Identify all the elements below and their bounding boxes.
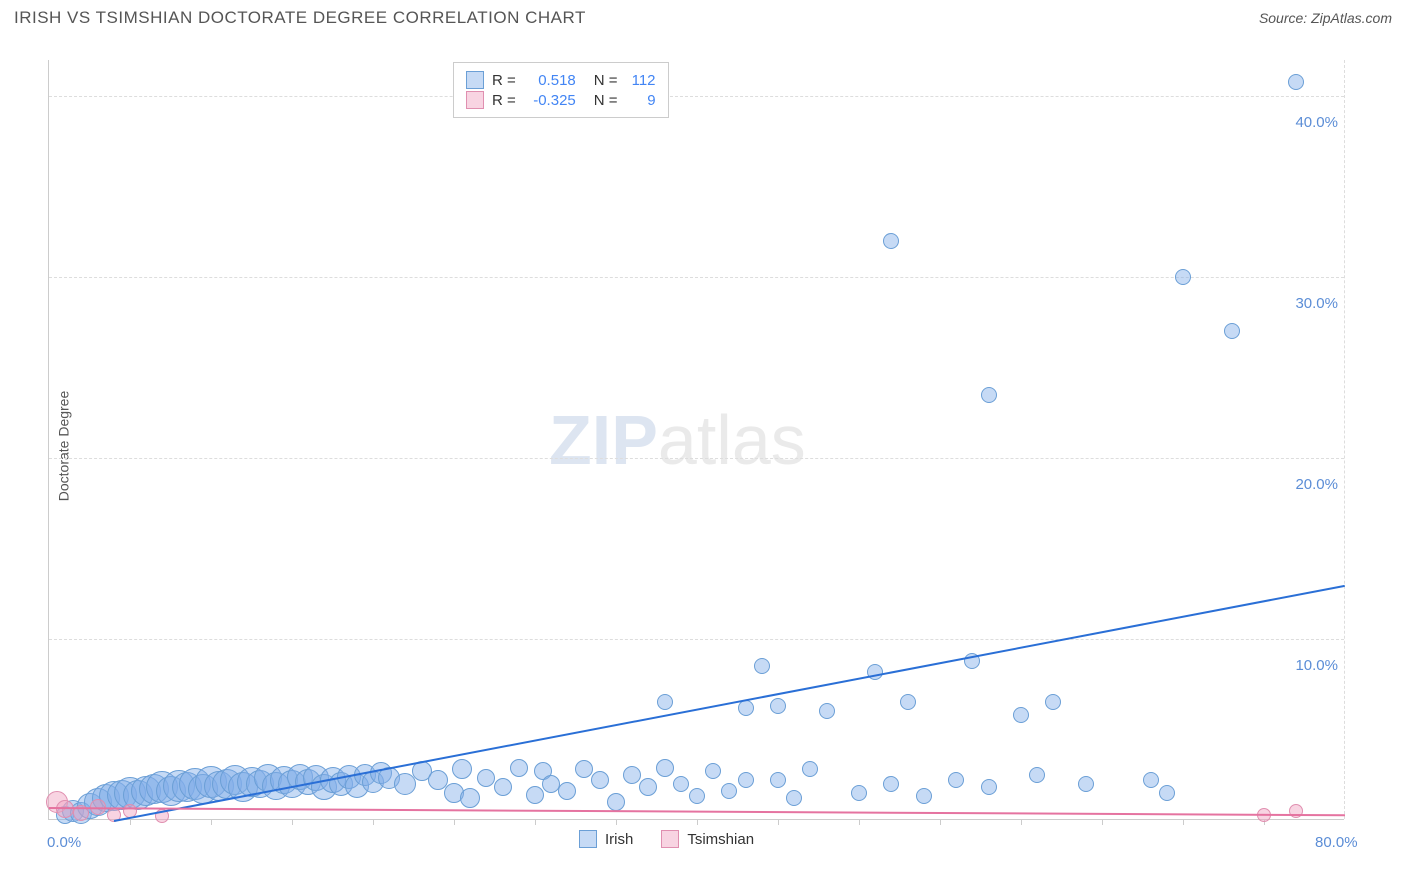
data-point — [575, 760, 593, 778]
data-point — [1045, 694, 1061, 710]
y-tick-label: 30.0% — [1295, 295, 1338, 312]
legend-n-label: N = — [594, 72, 618, 89]
data-point — [851, 785, 867, 801]
data-point — [770, 772, 786, 788]
data-point — [1288, 74, 1304, 90]
data-point — [1175, 269, 1191, 285]
data-point — [883, 233, 899, 249]
data-point — [526, 786, 544, 804]
x-tick-mark — [454, 819, 455, 825]
data-point — [705, 763, 721, 779]
y-tick-label: 20.0% — [1295, 476, 1338, 493]
data-point — [656, 759, 674, 777]
x-tick-mark — [616, 819, 617, 825]
data-point — [1159, 785, 1175, 801]
legend-swatch — [579, 830, 597, 848]
legend-n-label: N = — [594, 92, 618, 109]
legend-swatch — [466, 91, 484, 109]
data-point — [1224, 323, 1240, 339]
data-point — [916, 788, 932, 804]
legend-r-label: R = — [492, 92, 516, 109]
data-point — [623, 766, 641, 784]
data-point — [1013, 707, 1029, 723]
legend-row: R = 0.518 N = 112 — [466, 71, 656, 89]
data-point — [786, 790, 802, 806]
x-tick-mark — [697, 819, 698, 825]
data-point — [981, 779, 997, 795]
grid-line — [1344, 60, 1345, 819]
data-point — [510, 759, 528, 777]
data-point — [1029, 767, 1045, 783]
x-tick-mark — [373, 819, 374, 825]
legend-r-value: -0.325 — [524, 92, 576, 109]
x-tick-mark — [535, 819, 536, 825]
data-point — [754, 658, 770, 674]
legend-item: Irish — [579, 830, 633, 848]
data-point — [639, 778, 657, 796]
data-point — [1078, 776, 1094, 792]
x-tick-mark — [130, 819, 131, 825]
grid-line — [49, 639, 1344, 640]
legend-swatch — [466, 71, 484, 89]
x-tick-mark — [778, 819, 779, 825]
data-point — [738, 772, 754, 788]
plot-area: ZIPatlas 10.0%20.0%30.0%40.0%0.0%80.0%R … — [48, 60, 1344, 820]
x-tick-mark — [211, 819, 212, 825]
data-point — [607, 793, 625, 811]
x-tick-mark — [292, 819, 293, 825]
x-tick-mark — [940, 819, 941, 825]
data-point — [460, 788, 480, 808]
legend-row: R = -0.325 N = 9 — [466, 91, 656, 109]
y-tick-label: 40.0% — [1295, 114, 1338, 131]
data-point — [452, 759, 472, 779]
watermark: ZIPatlas — [549, 400, 806, 480]
data-point — [689, 788, 705, 804]
data-point — [657, 694, 673, 710]
data-point — [721, 783, 737, 799]
x-tick-label: 80.0% — [1315, 834, 1358, 851]
data-point — [819, 703, 835, 719]
legend-r-label: R = — [492, 72, 516, 89]
data-point — [770, 698, 786, 714]
data-point — [591, 771, 609, 789]
legend-item: Tsimshian — [661, 830, 754, 848]
data-point — [558, 782, 576, 800]
trend-line — [49, 807, 1345, 816]
legend-n-value: 9 — [626, 92, 656, 109]
legend-label: Tsimshian — [687, 831, 754, 848]
legend-label: Irish — [605, 831, 633, 848]
x-tick-label: 0.0% — [47, 834, 81, 851]
y-tick-label: 10.0% — [1295, 657, 1338, 674]
data-point — [948, 772, 964, 788]
x-tick-mark — [859, 819, 860, 825]
data-point — [673, 776, 689, 792]
data-point — [981, 387, 997, 403]
grid-line — [49, 96, 1344, 97]
series-legend: Irish Tsimshian — [579, 830, 754, 848]
source-label: Source: ZipAtlas.com — [1259, 10, 1392, 26]
data-point — [900, 694, 916, 710]
legend-n-value: 112 — [626, 72, 656, 89]
data-point — [883, 776, 899, 792]
data-point — [477, 769, 495, 787]
grid-line — [49, 277, 1344, 278]
x-tick-mark — [1183, 819, 1184, 825]
chart-header: IRISH VS TSIMSHIAN DOCTORATE DEGREE CORR… — [14, 8, 1392, 28]
data-point — [802, 761, 818, 777]
data-point — [56, 800, 74, 818]
legend-swatch — [661, 830, 679, 848]
data-point — [494, 778, 512, 796]
data-point — [1143, 772, 1159, 788]
correlation-legend: R = 0.518 N = 112 R = -0.325 N = 9 — [453, 62, 669, 118]
grid-line — [49, 458, 1344, 459]
x-tick-mark — [1102, 819, 1103, 825]
x-tick-mark — [1021, 819, 1022, 825]
chart-title: IRISH VS TSIMSHIAN DOCTORATE DEGREE CORR… — [14, 8, 586, 28]
legend-r-value: 0.518 — [524, 72, 576, 89]
